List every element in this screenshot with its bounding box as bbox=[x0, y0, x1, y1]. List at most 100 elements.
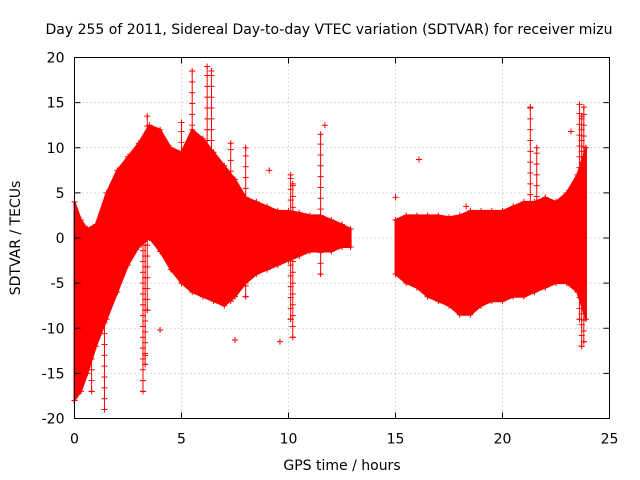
y-axis-label: SDTVAR / TECUs bbox=[8, 181, 24, 296]
outlier-point bbox=[392, 194, 399, 201]
outlier-point bbox=[285, 248, 292, 255]
data-point-marker bbox=[306, 212, 313, 219]
data-point-marker bbox=[499, 298, 506, 305]
data-point-marker bbox=[101, 216, 108, 223]
data-point-marker bbox=[274, 262, 281, 269]
data-point-marker bbox=[446, 214, 452, 221]
outlier-point bbox=[266, 167, 273, 174]
data-point-marker bbox=[488, 298, 495, 305]
data-point-marker bbox=[499, 207, 506, 214]
data-point-marker bbox=[542, 194, 549, 201]
data-point-marker bbox=[339, 221, 345, 228]
data-point-marker bbox=[221, 162, 228, 169]
outlier-point bbox=[567, 128, 574, 135]
x-tick-labels: 0 5 10 15 20 25 bbox=[70, 432, 618, 448]
data-point-marker bbox=[204, 63, 211, 70]
data-point-marker bbox=[264, 266, 271, 273]
data-point-marker bbox=[478, 207, 485, 214]
y-tick-label: 5 bbox=[56, 186, 65, 202]
data-point-marker bbox=[125, 262, 131, 269]
data-point-marker bbox=[167, 266, 174, 273]
data-point-marker bbox=[456, 311, 463, 318]
data-point-marker bbox=[446, 302, 452, 309]
data-points-layer bbox=[71, 63, 589, 413]
data-point-marker bbox=[199, 135, 206, 142]
y-tick-label: -15 bbox=[42, 366, 65, 382]
data-point-marker bbox=[157, 248, 164, 255]
data-point-marker bbox=[227, 140, 234, 147]
data-point-marker bbox=[317, 131, 324, 138]
data-point-marker bbox=[189, 284, 196, 291]
data-point-marker bbox=[527, 104, 534, 111]
data-point-marker bbox=[232, 293, 238, 300]
data-point-marker bbox=[232, 176, 238, 183]
data-point-marker bbox=[144, 307, 151, 314]
data-point-marker bbox=[77, 388, 84, 395]
data-point-marker bbox=[103, 189, 110, 196]
y-tick-label: 20 bbox=[47, 51, 65, 67]
data-point-marker bbox=[510, 203, 517, 210]
y-tick-label: -10 bbox=[42, 321, 65, 337]
data-point-marker bbox=[287, 316, 294, 323]
data-point-marker bbox=[125, 153, 131, 160]
data-point-marker bbox=[339, 244, 345, 251]
x-tick-label: 15 bbox=[387, 432, 405, 448]
data-point-marker bbox=[435, 212, 442, 219]
data-point-marker bbox=[296, 209, 303, 216]
data-point-marker bbox=[167, 144, 174, 151]
data-point-marker bbox=[92, 343, 99, 350]
data-point-marker bbox=[542, 284, 549, 291]
data-point-marker bbox=[178, 119, 185, 126]
data-point-marker bbox=[84, 370, 91, 377]
data-point-marker bbox=[467, 311, 474, 318]
outlier-point bbox=[232, 336, 238, 343]
data-point-marker bbox=[533, 280, 540, 287]
y-tick-label: 15 bbox=[47, 96, 65, 112]
x-tick-label: 20 bbox=[494, 432, 512, 448]
data-point-marker bbox=[199, 293, 206, 300]
data-point-marker bbox=[403, 212, 410, 219]
data-point-marker bbox=[274, 207, 281, 214]
x-tick-label: 5 bbox=[177, 432, 186, 448]
y-tick-label: 10 bbox=[47, 141, 65, 157]
outlier-point bbox=[463, 203, 470, 210]
data-point-marker bbox=[435, 298, 442, 305]
data-point-marker bbox=[88, 230, 95, 237]
x-tick-label: 10 bbox=[280, 432, 298, 448]
data-point-marker bbox=[208, 68, 215, 75]
data-point-marker bbox=[578, 343, 585, 350]
data-point-marker bbox=[413, 212, 420, 219]
data-point-marker bbox=[289, 334, 296, 341]
chart-title: Day 255 of 2011, Sidereal Day-to-day VTE… bbox=[46, 22, 613, 38]
data-point-marker bbox=[553, 280, 559, 287]
data-point-marker bbox=[392, 271, 399, 278]
data-point-marker bbox=[77, 216, 84, 223]
data-point-marker bbox=[328, 216, 335, 223]
data-point-marker bbox=[563, 189, 570, 196]
axis-ticks bbox=[74, 57, 610, 419]
data-point-marker bbox=[253, 198, 260, 205]
data-point-marker bbox=[580, 338, 587, 345]
data-point-marker bbox=[467, 207, 474, 214]
data-point-marker bbox=[221, 302, 228, 309]
data-point-marker bbox=[520, 293, 527, 300]
data-point-marker bbox=[208, 289, 215, 296]
y-tick-label: 0 bbox=[56, 231, 65, 247]
outlier-point bbox=[157, 327, 164, 334]
data-point-marker bbox=[296, 253, 303, 260]
data-point-marker bbox=[135, 140, 142, 147]
data-point-marker bbox=[527, 289, 534, 296]
data-point-marker bbox=[488, 207, 495, 214]
data-point-marker bbox=[576, 101, 583, 108]
data-point-marker bbox=[139, 388, 146, 395]
data-point-marker bbox=[287, 171, 294, 178]
data-point-marker bbox=[264, 203, 271, 210]
data-point-marker bbox=[92, 221, 99, 228]
data-point-marker bbox=[114, 289, 121, 296]
data-point-marker bbox=[510, 293, 517, 300]
x-axis-label: GPS time / hours bbox=[283, 458, 400, 474]
y-tick-label: -5 bbox=[51, 276, 65, 292]
series-envelope bbox=[73, 123, 352, 404]
x-tick-label: 25 bbox=[601, 432, 619, 448]
